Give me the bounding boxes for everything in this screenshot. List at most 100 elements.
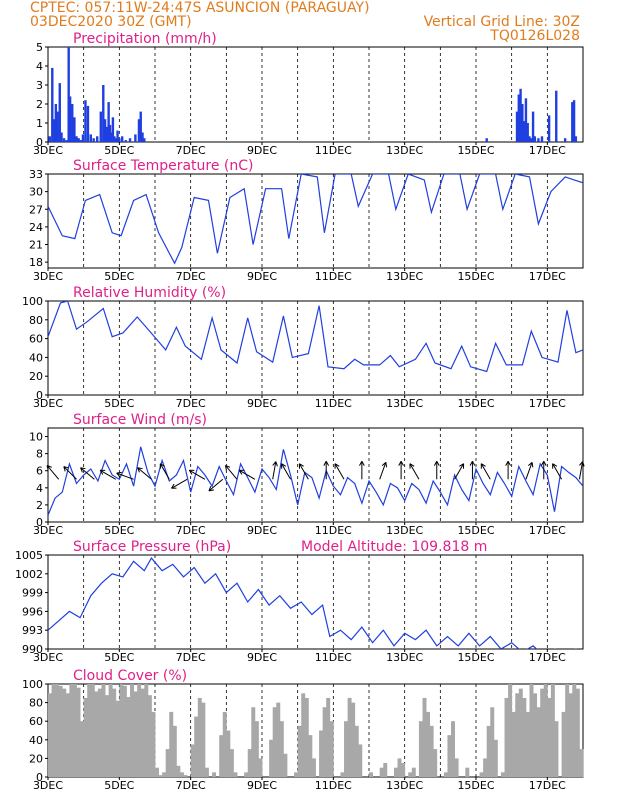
x-tick-label: 17DEC xyxy=(529,524,566,537)
panel-annotation: Model Altitude: 109.818 m xyxy=(301,539,487,555)
cloud-bar xyxy=(479,772,484,777)
x-tick-label: 7DEC xyxy=(176,524,206,537)
y-tick-label: 80 xyxy=(29,697,43,710)
cloud-bar xyxy=(147,695,152,777)
x-tick-label: 9DEC xyxy=(247,779,277,792)
cloud-bar xyxy=(294,772,299,777)
y-tick-label: 990 xyxy=(22,643,43,656)
cloud-bar xyxy=(490,707,495,777)
x-tick-label: 17DEC xyxy=(529,144,566,157)
y-tick-label: 5 xyxy=(36,41,43,54)
cloud-bar xyxy=(504,697,509,777)
precip-bar xyxy=(528,136,531,142)
x-tick-label: 11DEC xyxy=(315,397,352,410)
wind-arrow xyxy=(80,467,95,480)
x-tick-label: 15DEC xyxy=(457,397,494,410)
wind-arrow-head xyxy=(579,461,583,466)
cloud-bar xyxy=(540,688,545,777)
y-tick-label: 60 xyxy=(29,715,43,728)
y-tick-label: 0 xyxy=(36,389,43,402)
y-tick-label: 24 xyxy=(29,221,43,234)
precip-bar xyxy=(547,115,551,142)
cloud-bar xyxy=(518,688,523,777)
wind-arrow-head xyxy=(507,461,511,466)
cloud-bar xyxy=(222,711,227,777)
y-tick-label: 40 xyxy=(29,351,43,364)
cloud-bar xyxy=(151,711,156,777)
y-tick-label: 100 xyxy=(22,295,43,308)
cloud-bar xyxy=(112,688,117,777)
precip-bar xyxy=(84,100,87,142)
x-tick-label: 17DEC xyxy=(529,397,566,410)
panel-frame xyxy=(47,300,584,396)
precip-bar xyxy=(73,117,76,142)
precip-bar xyxy=(128,138,132,142)
wind-arrow xyxy=(225,465,238,480)
series-line xyxy=(48,557,578,649)
cloud-bar xyxy=(169,711,174,777)
wind-arrow-head xyxy=(433,461,438,466)
cloud-bar xyxy=(426,711,431,777)
precip-bar xyxy=(110,132,113,142)
cloud-bar xyxy=(269,739,274,777)
x-tick-label: 7DEC xyxy=(176,779,206,792)
cloud-bar xyxy=(108,684,113,777)
cloud-bar xyxy=(536,707,541,777)
x-tick-label: 3DEC xyxy=(33,397,63,410)
panel-title: Cloud Cover (%) xyxy=(73,668,187,684)
precip-bar xyxy=(58,83,61,142)
wind-arrow-head xyxy=(299,463,304,467)
wind-arrow xyxy=(409,463,420,480)
x-tick-label: 5DEC xyxy=(104,397,134,410)
panel-title: Surface Wind (m/s) xyxy=(73,412,207,428)
cloud-bar xyxy=(340,772,345,777)
cloud-bar xyxy=(233,772,238,777)
wind-arrow-head xyxy=(188,470,193,475)
cloud-bar xyxy=(155,767,159,777)
wind-arrow-head xyxy=(275,461,278,467)
y-tick-label: 60 xyxy=(29,333,43,346)
y-tick-label: 993 xyxy=(22,624,43,637)
wind-arrow-head xyxy=(505,461,509,466)
precip-bar xyxy=(524,98,528,142)
y-tick-label: 1 xyxy=(36,117,43,130)
cloud-bar xyxy=(276,702,281,777)
wind-arrow-head xyxy=(481,463,486,467)
cloud-bar xyxy=(219,735,224,777)
wind-arrow-head xyxy=(46,465,49,471)
cloud-bar xyxy=(55,684,60,777)
wind-arrow-head xyxy=(171,483,175,489)
y-tick-label: 40 xyxy=(29,734,43,747)
cloud-bar xyxy=(62,688,67,777)
precip-bar xyxy=(99,111,102,142)
precip-bar xyxy=(574,136,578,142)
wind-arrow-head xyxy=(471,461,476,466)
precip-bar xyxy=(124,140,127,142)
precip-bar xyxy=(65,140,68,142)
y-tick-label: 4 xyxy=(36,60,43,73)
x-tick-label: 15DEC xyxy=(457,524,494,537)
cloud-bar xyxy=(543,684,548,777)
panel-frame xyxy=(47,427,584,523)
precip-bar xyxy=(120,136,124,142)
wind-arrow xyxy=(272,461,277,480)
wind-arrow xyxy=(99,469,117,480)
cloud-bar xyxy=(422,697,427,777)
wind-arrow xyxy=(525,462,533,480)
wind-arrow xyxy=(171,478,188,489)
x-tick-label: 11DEC xyxy=(315,270,352,283)
y-tick-label: 2 xyxy=(36,499,43,512)
cloud-bar xyxy=(572,684,577,777)
wind-arrow-head xyxy=(409,463,415,467)
cloud-bar xyxy=(493,739,498,777)
precip-bar xyxy=(141,132,144,142)
cloud-bar xyxy=(115,700,120,777)
cloud-bar xyxy=(347,697,352,777)
cloud-bar xyxy=(383,763,388,777)
cloud-bar xyxy=(304,697,309,777)
precip-bar xyxy=(96,136,99,142)
cloud-bar xyxy=(279,721,284,777)
cloud-bar xyxy=(87,684,92,777)
precip-bar xyxy=(485,138,488,142)
